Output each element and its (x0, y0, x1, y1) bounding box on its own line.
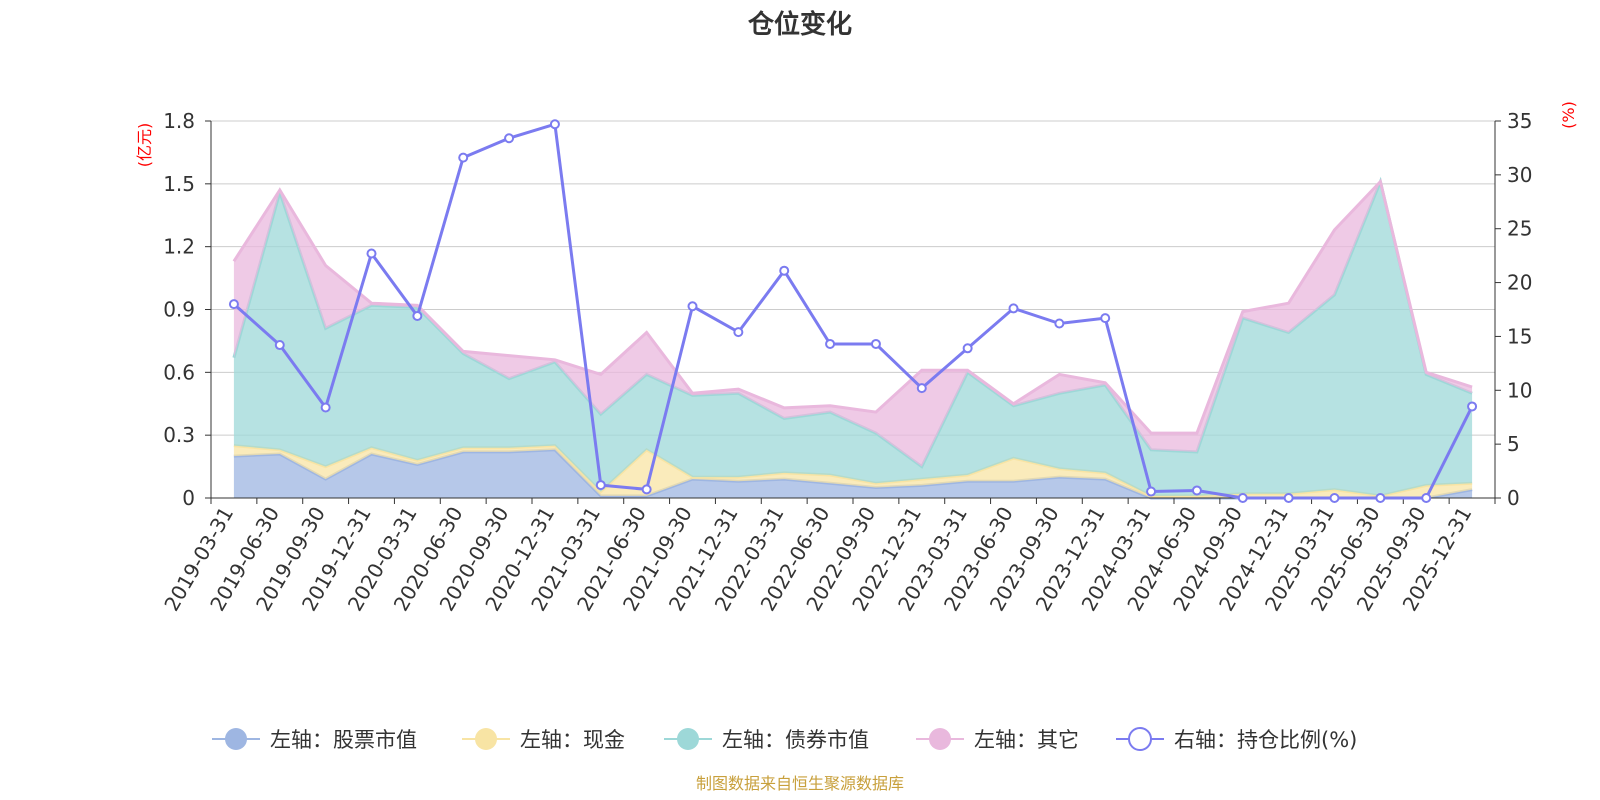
ratio-point (962, 343, 973, 354)
ratio-point (274, 340, 285, 351)
chart-title: 仓位变化 (747, 9, 852, 40)
right-tick-label: 0 (1507, 486, 1520, 510)
ratio-point (1146, 486, 1157, 497)
ratio-point (504, 133, 515, 144)
legend-swatch-marker (1128, 727, 1152, 751)
area-edge-左轴：其它 (232, 178, 1473, 435)
area-左轴：股票市值 (233, 449, 1473, 498)
ratio-point (733, 327, 744, 338)
ratio-point (595, 480, 606, 491)
left-tick-label: 0.9 (163, 298, 195, 322)
ratio-point (641, 484, 652, 495)
legend-label: 左轴：股票市值 (270, 728, 417, 752)
stacked-areas (232, 176, 1473, 500)
legend-swatch-marker (475, 728, 497, 750)
right-tick-label: 10 (1507, 378, 1532, 402)
ratio-point (1191, 485, 1202, 496)
right-tick-label: 5 (1507, 432, 1520, 456)
ratio-point (1421, 493, 1432, 503)
left-tick-label: 0 (182, 486, 195, 510)
ratio-point (1329, 493, 1340, 503)
left-tick-label: 1.5 (163, 172, 195, 196)
legend: 左轴：股票市值 左轴：现金 左轴：债券市值 左轴：其它 右轴：持仓比例(%) (212, 727, 1357, 752)
legend-label: 左轴：现金 (520, 728, 625, 752)
left-tick-label: 0.3 (163, 423, 195, 447)
ratio-point (870, 338, 881, 349)
ratio-line-path (232, 122, 1474, 500)
left-tick-label: 1.2 (163, 235, 195, 259)
ratio-point (916, 383, 927, 394)
ratio-point (1054, 318, 1065, 329)
ratio-point (1375, 493, 1386, 503)
ratio-line (228, 119, 1478, 503)
legend-label: 左轴：其它 (974, 728, 1079, 752)
right-tick-label: 20 (1507, 271, 1532, 295)
right-axis-unit: (%) (1559, 101, 1578, 129)
legend-item: 左轴：股票市值 (212, 728, 417, 752)
legend-label: 右轴：持仓比例(%) (1174, 728, 1357, 752)
right-tick-label: 35 (1507, 109, 1532, 133)
ratio-point (549, 119, 560, 130)
legend-swatch-marker (929, 728, 951, 750)
legend-item: 右轴：持仓比例(%) (1116, 727, 1357, 752)
left-tick-label: 0.6 (163, 360, 195, 384)
area-左轴：债券市值 (233, 181, 1473, 496)
data-source-note: 制图数据来自恒生聚源数据库 (696, 774, 904, 793)
legend-item: 左轴：其它 (916, 728, 1079, 752)
ratio-point (1100, 313, 1111, 324)
left-tick-label: 1.8 (163, 109, 195, 133)
legend-swatch-marker (677, 728, 699, 750)
legend-item: 左轴：现金 (462, 728, 625, 752)
ratio-point (1237, 493, 1248, 503)
ratio-point (228, 299, 239, 310)
left-axis-unit: (亿元) (135, 123, 154, 168)
right-tick-label: 25 (1507, 217, 1532, 241)
ratio-point (825, 338, 836, 349)
ratio-point (779, 265, 790, 276)
ratio-point (366, 248, 377, 259)
ratio-point (1008, 303, 1019, 314)
right-tick-label: 15 (1507, 324, 1532, 348)
ratio-point (320, 402, 331, 413)
ratio-point (1283, 493, 1294, 503)
ratio-point (412, 310, 423, 321)
legend-label: 左轴：债券市值 (722, 728, 869, 752)
ratio-point (458, 152, 469, 163)
legend-swatch-marker (225, 728, 247, 750)
ratio-point (687, 301, 698, 312)
legend-item: 左轴：债券市值 (664, 728, 869, 752)
right-tick-label: 30 (1507, 163, 1532, 187)
ratio-point (1467, 401, 1478, 412)
